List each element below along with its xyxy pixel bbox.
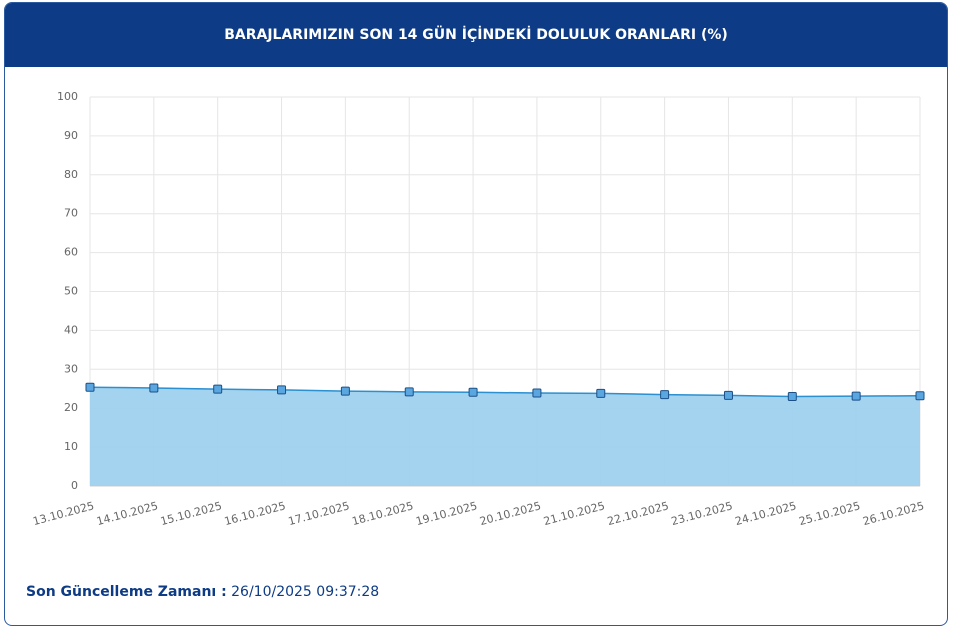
marker [213, 384, 223, 394]
y-tick-label: 40 [64, 323, 78, 336]
card: BARAJLARIMIZIN SON 14 GÜN İÇİNDEKİ DOLUL… [4, 2, 948, 626]
x-tick-label: 18.10.2025 [351, 499, 415, 528]
y-tick-label: 0 [71, 479, 78, 492]
footer-label: Son Güncelleme Zamanı : [26, 584, 227, 600]
marker [851, 391, 861, 401]
x-tick-label: 26.10.2025 [861, 499, 925, 528]
marker [787, 392, 797, 402]
marker [596, 388, 606, 398]
footer: Son Güncelleme Zamanı : 26/10/2025 09:37… [26, 584, 379, 600]
line [89, 386, 921, 398]
y-tick-label: 30 [64, 362, 78, 375]
x-tick-label: 23.10.2025 [670, 499, 734, 528]
x-tick-label: 24.10.2025 [734, 499, 798, 528]
x-tick-label: 14.10.2025 [95, 499, 159, 528]
chart-title: BARAJLARIMIZIN SON 14 GÜN İÇİNDEKİ DOLUL… [224, 27, 728, 43]
marker [277, 385, 287, 395]
marker [660, 390, 670, 400]
x-tick-label: 17.10.2025 [287, 499, 351, 528]
x-tick-label: 22.10.2025 [606, 499, 670, 528]
marker [404, 387, 414, 397]
x-tick-label: 20.10.2025 [478, 499, 542, 528]
y-tick-label: 90 [64, 129, 78, 142]
x-tick-label: 19.10.2025 [414, 499, 478, 528]
marker [468, 387, 478, 397]
x-tick-label: 16.10.2025 [223, 499, 287, 528]
x-tick-label: 25.10.2025 [798, 499, 862, 528]
marker [532, 388, 542, 398]
y-tick-label: 80 [64, 168, 78, 181]
footer-value: 26/10/2025 09:37:28 [231, 584, 380, 600]
marker [723, 390, 733, 400]
marker [915, 391, 925, 401]
marker [340, 386, 350, 396]
y-tick-label: 10 [64, 440, 78, 453]
y-tick-label: 70 [64, 207, 78, 220]
area [90, 387, 920, 486]
marker [85, 382, 95, 392]
y-tick-label: 60 [64, 246, 78, 259]
y-tick-label: 20 [64, 401, 78, 414]
x-tick-label: 15.10.2025 [159, 499, 223, 528]
header: BARAJLARIMIZIN SON 14 GÜN İÇİNDEKİ DOLUL… [5, 3, 947, 67]
x-tick-label: 13.10.2025 [31, 499, 95, 528]
y-tick-label: 50 [64, 285, 78, 298]
marker [149, 383, 159, 393]
y-tick-label: 100 [57, 90, 78, 103]
x-tick-label: 21.10.2025 [542, 499, 606, 528]
